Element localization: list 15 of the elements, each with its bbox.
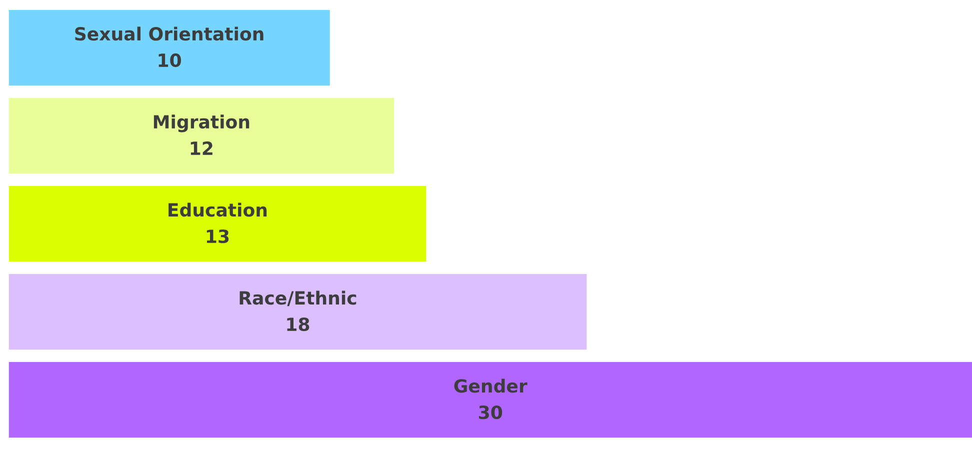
y-tick-label: Sexual Orientation bbox=[75, 26, 264, 41]
y-tick-label: Race/Ethnic bbox=[240, 290, 356, 306]
data-label: 12 bbox=[190, 141, 212, 155]
bar bbox=[8, 186, 426, 262]
bar bbox=[8, 274, 587, 350]
data-label: 30 bbox=[479, 405, 502, 420]
data-label: 10 bbox=[158, 53, 181, 68]
bar bbox=[8, 362, 972, 438]
bar bbox=[8, 10, 330, 86]
data-label: 18 bbox=[287, 317, 310, 332]
bar bbox=[8, 98, 394, 174]
y-tick-label: Gender bbox=[454, 378, 528, 393]
y-tick-label: Migration bbox=[154, 114, 250, 132]
y-tick-label: Education bbox=[168, 202, 267, 217]
data-label: 13 bbox=[206, 229, 229, 244]
